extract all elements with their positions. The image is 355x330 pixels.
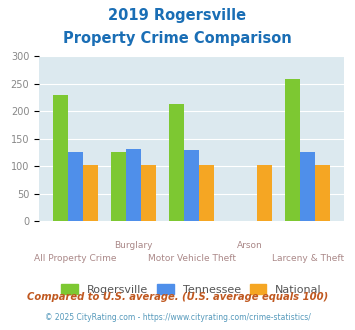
Bar [300,152,315,221]
Bar [126,149,141,221]
Text: Arson: Arson [237,241,263,249]
Bar [285,79,300,221]
Bar [53,95,68,221]
Bar [257,165,272,221]
Bar [199,165,214,221]
Bar [111,152,126,221]
Bar [169,104,184,221]
Text: Motor Vehicle Theft: Motor Vehicle Theft [148,254,236,263]
Text: All Property Crime: All Property Crime [34,254,117,263]
Text: 2019 Rogersville: 2019 Rogersville [108,8,247,23]
Bar [315,165,331,221]
Bar [68,152,83,221]
Text: Burglary: Burglary [114,241,153,249]
Bar [83,165,98,221]
Bar [141,165,156,221]
Text: Compared to U.S. average. (U.S. average equals 100): Compared to U.S. average. (U.S. average … [27,292,328,302]
Text: © 2025 CityRating.com - https://www.cityrating.com/crime-statistics/: © 2025 CityRating.com - https://www.city… [45,313,310,322]
Text: Larceny & Theft: Larceny & Theft [272,254,344,263]
Text: Property Crime Comparison: Property Crime Comparison [63,31,292,46]
Legend: Rogersville, Tennessee, National: Rogersville, Tennessee, National [57,280,326,299]
Bar [184,150,199,221]
